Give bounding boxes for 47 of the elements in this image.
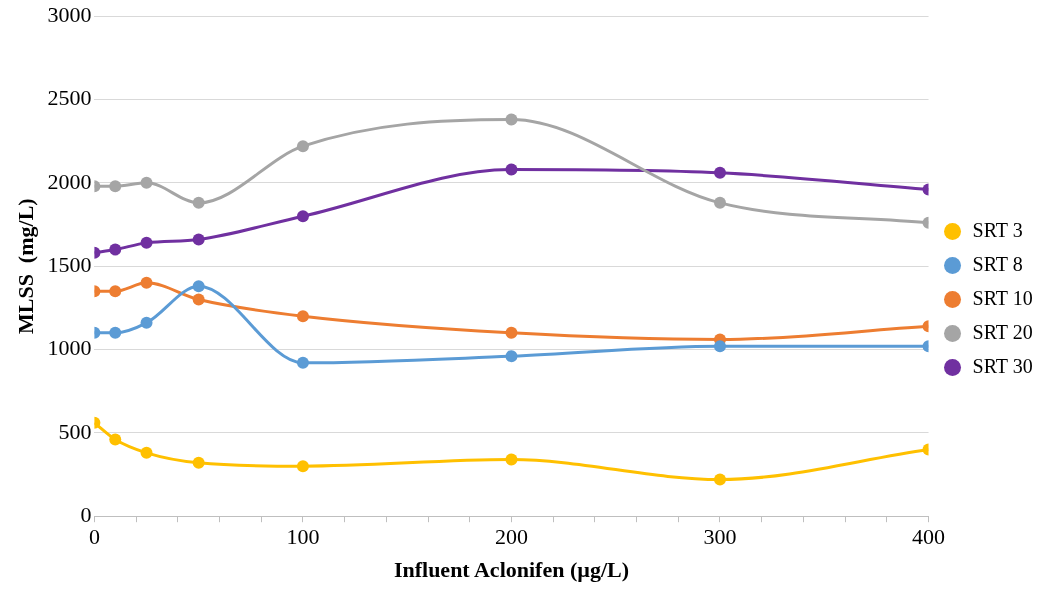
point: [505, 453, 518, 466]
point: [505, 326, 518, 339]
point: [109, 285, 122, 298]
point: [192, 456, 205, 469]
point: [192, 196, 205, 209]
legend-label: SRT 3: [972, 218, 1023, 241]
point: [713, 473, 726, 486]
point: [505, 113, 518, 126]
x-axis-title: Influent Aclonifen (µg/L): [393, 557, 630, 583]
point: [296, 140, 309, 153]
y-tick-label: 1500: [47, 251, 92, 277]
y-tick-label: 0: [80, 501, 92, 527]
point: [109, 433, 122, 446]
x-tick-label: 200: [494, 524, 528, 550]
x-tick-label: 100: [286, 524, 320, 550]
point: [140, 446, 153, 459]
legend-label: SRT 30: [972, 354, 1033, 377]
legend-label: SRT 8: [972, 252, 1023, 275]
y-tick-label: 2500: [47, 85, 92, 111]
legend-label: SRT 10: [972, 286, 1033, 309]
point: [109, 326, 122, 339]
y-tick-label: 3000: [47, 1, 92, 27]
point: [296, 210, 309, 223]
point: [713, 166, 726, 179]
point: [192, 280, 205, 293]
point: [192, 233, 205, 246]
legend-label: SRT 20: [972, 320, 1033, 343]
point: [140, 176, 153, 189]
point: [109, 180, 122, 193]
point: [713, 340, 726, 353]
point: [296, 460, 309, 473]
point: [140, 276, 153, 289]
point: [505, 350, 518, 363]
point: [109, 243, 122, 256]
y-tick-label: 2000: [47, 168, 92, 194]
x-tick-label: 400: [912, 524, 946, 550]
point: [140, 236, 153, 249]
y-axis-title: MLSS (mg/L): [12, 198, 38, 335]
point: [296, 310, 309, 323]
y-tick-label: 1000: [47, 335, 92, 361]
point: [140, 316, 153, 329]
point: [192, 293, 205, 306]
y-tick-label: 500: [58, 418, 92, 444]
point: [505, 163, 518, 176]
point: [713, 196, 726, 209]
x-tick-label: 300: [703, 524, 737, 550]
point: [296, 356, 309, 369]
